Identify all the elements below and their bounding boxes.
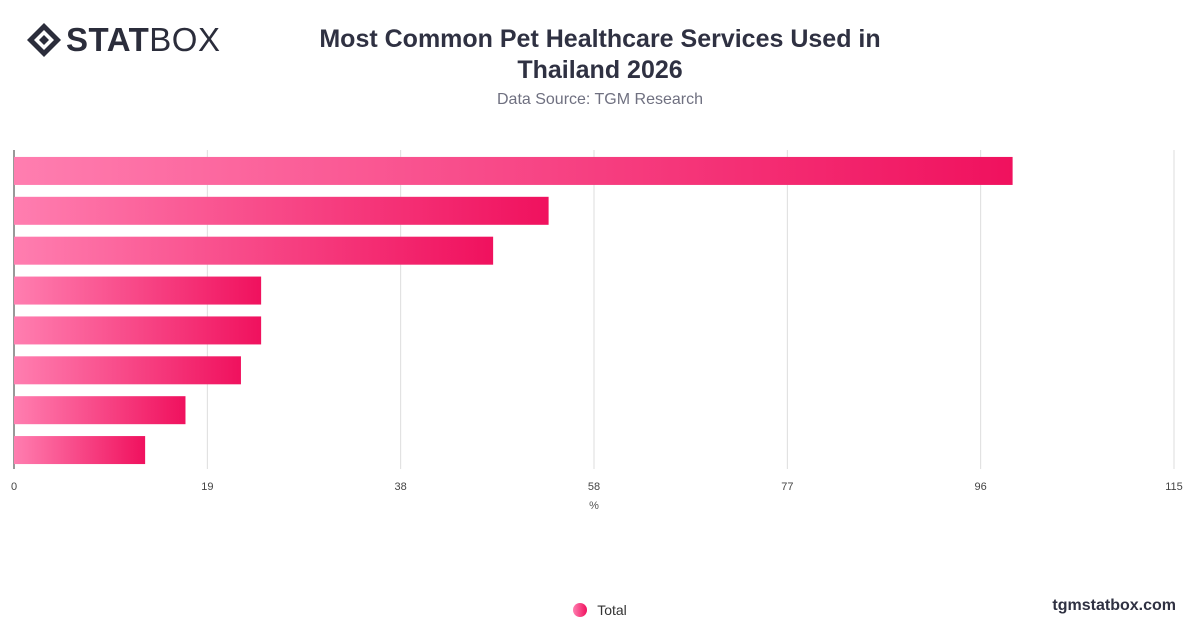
bar[interactable] [14,276,262,305]
legend-label-total: Total [597,602,627,618]
bar[interactable] [14,236,494,265]
chart-subtitle: Data Source: TGM Research [496,91,703,108]
grid-lines [13,150,1175,469]
bar[interactable] [14,156,1013,185]
bar-chart: 0 19 38 58 77 96 115 % [11,150,1183,512]
x-tick-label: 77 [781,481,793,493]
x-tick-label: 0 [11,481,17,493]
brand-name-bold: STAT [66,21,150,58]
bar[interactable] [14,316,262,345]
x-tick-label: 58 [588,481,600,493]
chart-title: Most Common Pet Healthcare Services Used… [319,25,881,84]
footer-site: tgmstatbox.com [1052,597,1176,614]
x-tick-label: 19 [201,481,213,493]
bar[interactable] [14,356,241,385]
x-tick-label: 115 [1165,481,1183,493]
x-tick-label: 38 [395,481,407,493]
bars [14,156,1013,465]
bar[interactable] [14,196,549,225]
x-tick-label: 96 [975,481,987,493]
x-axis-ticks: 0 19 38 58 77 96 115 [11,481,1183,493]
bar[interactable] [14,396,186,425]
x-axis-label: % [589,500,599,512]
diamond-logo-icon [27,23,61,57]
bar[interactable] [14,436,146,465]
brand-name-light: BOX [149,21,221,58]
legend[interactable]: Total [0,602,1200,618]
brand-name: STATBOX [66,22,220,58]
brand-logo: STATBOX [26,22,220,58]
legend-swatch-icon [573,603,588,617]
